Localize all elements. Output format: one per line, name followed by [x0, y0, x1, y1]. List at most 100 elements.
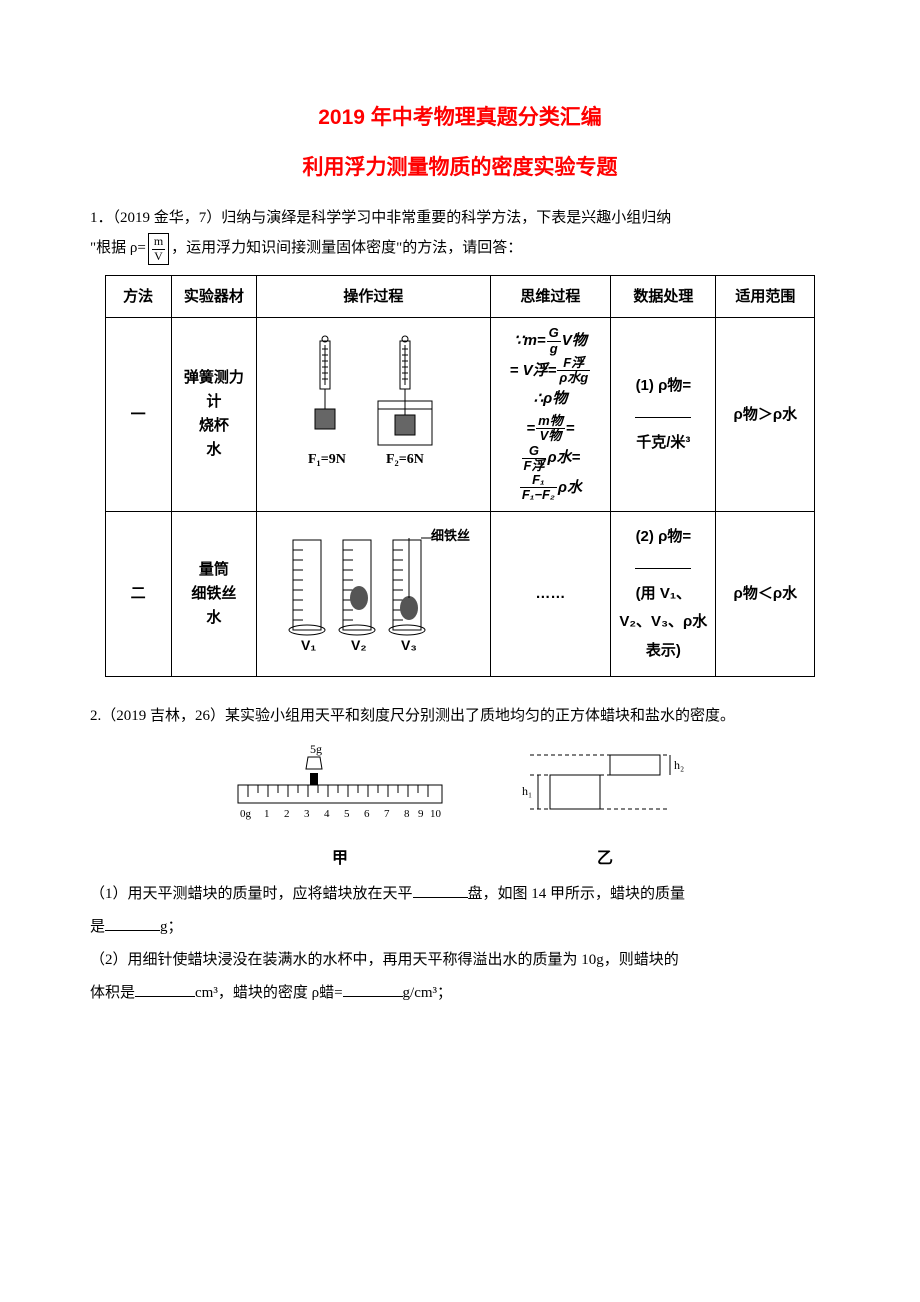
graduated-cylinder-diagram-icon: 细铁丝 V₁ V₂ V₃	[273, 520, 473, 660]
q2p2b: 体积是	[90, 985, 135, 1001]
svg-text:F₂=6N: F₂=6N	[386, 452, 424, 467]
q1-intro-text-c: ，运用浮力知识间接测量固体密度"的方法，请回答：	[171, 241, 522, 257]
t1a: ∵m=	[514, 332, 546, 349]
svg-text:V₃: V₃	[401, 637, 417, 653]
cell-equip-1: 弹簧测力 计 烧杯 水	[171, 318, 257, 511]
th-method: 方法	[105, 275, 171, 318]
cell-op-2: 细铁丝 V₁ V₂ V₃	[257, 511, 491, 677]
th-operation: 操作过程	[257, 275, 491, 318]
cell-method-2: 二	[105, 511, 171, 677]
svg-text:F₁=9N: F₁=9N	[308, 452, 346, 467]
svg-text:细铁丝: 细铁丝	[431, 528, 470, 543]
th-processing: 数据处理	[611, 275, 716, 318]
blank-density	[343, 996, 403, 997]
equip1-l4: 水	[206, 441, 221, 458]
q2-fig-left: 5g 0g 1 2 3 4	[230, 741, 450, 872]
think1-l3: ∴ρ物	[534, 390, 568, 407]
t5fd: F浮	[522, 459, 547, 473]
svg-text:8: 8	[404, 808, 410, 820]
proc1-l2: 千克/米³	[636, 434, 690, 451]
t6b: ρ水	[558, 479, 582, 496]
cell-op-1: F₁=9N F₂=6N	[257, 318, 491, 511]
t4fn: m物	[536, 414, 565, 429]
equip2-l3: 水	[206, 609, 221, 626]
frac-den: V	[152, 250, 165, 263]
q2-p1: （1）用天平测蜡块的质量时，应将蜡块放在天平盘，如图 14 甲所示，蜡块的质量 …	[90, 878, 830, 944]
t6fd: F₁−F₂	[520, 488, 557, 502]
cell-equip-2: 量筒 细铁丝 水	[171, 511, 257, 677]
t6fn: F₁	[520, 473, 557, 488]
svg-text:5g: 5g	[310, 742, 322, 756]
svg-text:9: 9	[418, 808, 424, 820]
q2p2a: （2）用细针使蜡块浸没在装满水的水杯中，再用天平称得溢出水的质量为 10g，则蜡…	[90, 952, 679, 968]
svg-text:4: 4	[324, 808, 330, 820]
q2-intro: 2.（2019 吉林，26）某实验小组用天平和刻度尺分别测出了质地均匀的正方体蜡…	[90, 701, 830, 731]
cell-think-1: ∵m=GgV物 = V浮=F浮ρ水g ∴ρ物 =m物V物= GF浮ρ水= F₁F…	[490, 318, 611, 511]
q2-figures: 5g 0g 1 2 3 4	[90, 741, 830, 872]
svg-text:V₂: V₂	[351, 637, 367, 653]
fig-caption-right: 乙	[520, 845, 690, 872]
t1fd: g	[547, 342, 561, 356]
proc2-l2: (用 V₁、	[636, 585, 691, 602]
cell-think-2: ……	[490, 511, 611, 677]
svg-text:0g: 0g	[240, 808, 252, 820]
spring-scale-diagram-icon: F₁=9N F₂=6N	[278, 335, 468, 485]
svg-text:6: 6	[364, 808, 370, 820]
equip1-l1: 弹簧测力	[184, 369, 244, 386]
t4fd: V物	[536, 429, 565, 443]
q1-intro-text-b: "根据 ρ=	[90, 241, 146, 257]
height-diagram-icon: h₁ h₂	[520, 741, 690, 831]
q2p1b: 盘，如图 14 甲所示，蜡块的质量	[468, 886, 686, 902]
proc2-blank	[635, 568, 691, 569]
svg-text:7: 7	[384, 808, 390, 820]
proc1-blank	[635, 417, 691, 418]
svg-text:10: 10	[430, 808, 442, 820]
t1b: V物	[562, 332, 587, 349]
proc1-l1: (1) ρ物=	[636, 377, 692, 394]
t5b: ρ水=	[547, 449, 580, 466]
q1-intro-text-a: 1．（2019 金华，7）归纳与演绎是科学学习中非常重要的科学方法，下表是兴趣小…	[90, 210, 671, 226]
q2p1d: g；	[160, 919, 183, 935]
cell-scope-2: ρ物＜ρ水	[716, 511, 815, 677]
fig-caption-left: 甲	[230, 845, 450, 872]
balance-ruler-icon: 5g 0g 1 2 3 4	[230, 741, 450, 831]
equip2-l1: 量筒	[199, 561, 229, 578]
svg-text:1: 1	[264, 808, 270, 820]
equip1-l3: 烧杯	[199, 417, 229, 434]
svg-text:h₁: h₁	[522, 784, 532, 798]
th-equipment: 实验器材	[171, 275, 257, 318]
equip2-l2: 细铁丝	[191, 585, 236, 602]
t4b: =	[566, 420, 575, 437]
t5fn: G	[522, 444, 547, 459]
proc2-l4: 表示)	[646, 642, 681, 659]
equip1-l2: 计	[206, 393, 221, 410]
methods-table: 方法 实验器材 操作过程 思维过程 数据处理 适用范围 一 弹簧测力 计 烧杯 …	[105, 275, 815, 677]
q2-p2: （2）用细针使蜡块浸没在装满水的水杯中，再用天平称得溢出水的质量为 10g，则蜡…	[90, 944, 830, 1010]
th-scope: 适用范围	[716, 275, 815, 318]
t4a: =	[526, 420, 535, 437]
table-row: 二 量筒 细铁丝 水	[105, 511, 814, 677]
think1-l6: F₁F₁−F₂ρ水	[519, 479, 582, 496]
proc2-l3: V₂、V₃、ρ水	[619, 613, 707, 630]
q2p2d: g/cm³；	[403, 985, 453, 1001]
think1-l5: GF浮ρ水=	[521, 449, 581, 466]
svg-text:h₂: h₂	[674, 758, 684, 772]
t1fn: G	[547, 326, 561, 341]
q2p1c: 是	[90, 919, 105, 935]
blank-mass	[105, 930, 160, 931]
cell-proc-1: (1) ρ物= 千克/米³	[611, 318, 716, 511]
frac-num: m	[152, 235, 165, 249]
svg-text:2: 2	[284, 808, 290, 820]
table-row: 一 弹簧测力 计 烧杯 水	[105, 318, 814, 511]
q1-intro: 1．（2019 金华，7）归纳与演绎是科学学习中非常重要的科学方法，下表是兴趣小…	[90, 203, 830, 264]
blank-pan	[413, 897, 468, 898]
cell-method-1: 一	[105, 318, 171, 511]
q2-fig-right: h₁ h₂ 乙	[520, 741, 690, 872]
think1-l2: = V浮=F浮ρ水g	[510, 362, 592, 379]
table-header-row: 方法 实验器材 操作过程 思维过程 数据处理 适用范围	[105, 275, 814, 318]
density-fraction: mV	[148, 233, 169, 264]
q2p1a: （1）用天平测蜡块的质量时，应将蜡块放在天平	[90, 886, 413, 902]
think1-l4: =m物V物=	[526, 420, 574, 437]
page-title: 2019 年中考物理真题分类汇编	[90, 100, 830, 136]
t2fd: ρ水g	[557, 371, 590, 385]
